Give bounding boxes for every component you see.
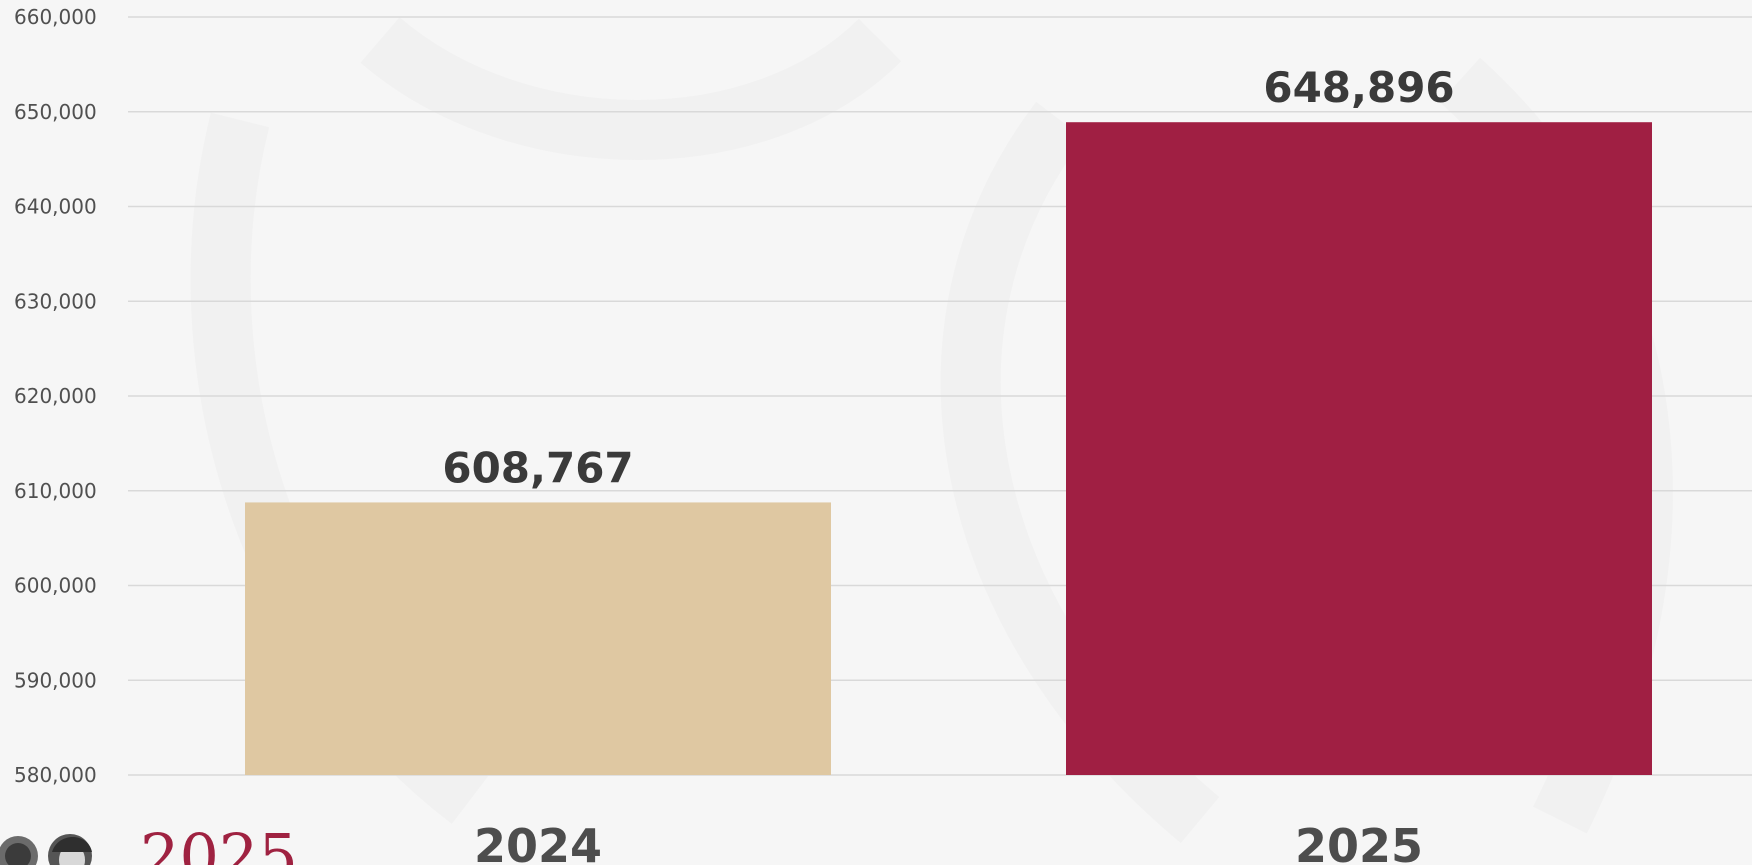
y-tick-label: 590,000 bbox=[14, 668, 97, 692]
data-label: 648,896 bbox=[1263, 63, 1454, 112]
portrait-icon bbox=[0, 834, 92, 865]
bar-2025 bbox=[1066, 122, 1652, 776]
y-tick-label: 660,000 bbox=[14, 5, 97, 29]
bar-2024 bbox=[245, 502, 831, 775]
y-tick-label: 580,000 bbox=[14, 763, 97, 787]
y-axis-ticks: 580,000 590,000 600,000 610,000 620,000 630,0… bbox=[14, 5, 97, 787]
bars bbox=[245, 122, 1652, 776]
logo: 2025 bbox=[0, 826, 330, 865]
y-tick-label: 650,000 bbox=[14, 100, 97, 124]
y-tick-label: 640,000 bbox=[14, 195, 97, 219]
value-labels: 608,767 648,896 bbox=[442, 63, 1454, 492]
x-tick-label: 2024 bbox=[474, 819, 602, 865]
y-tick-label: 620,000 bbox=[14, 384, 97, 408]
x-tick-label: 2025 bbox=[1295, 819, 1423, 865]
x-axis-labels: 2024 2025 bbox=[474, 819, 1423, 865]
data-label: 608,767 bbox=[442, 443, 633, 492]
logo-year-text: 2025 bbox=[140, 826, 298, 865]
y-tick-label: 630,000 bbox=[14, 289, 97, 313]
y-tick-label: 600,000 bbox=[14, 574, 97, 598]
y-tick-label: 610,000 bbox=[14, 479, 97, 503]
